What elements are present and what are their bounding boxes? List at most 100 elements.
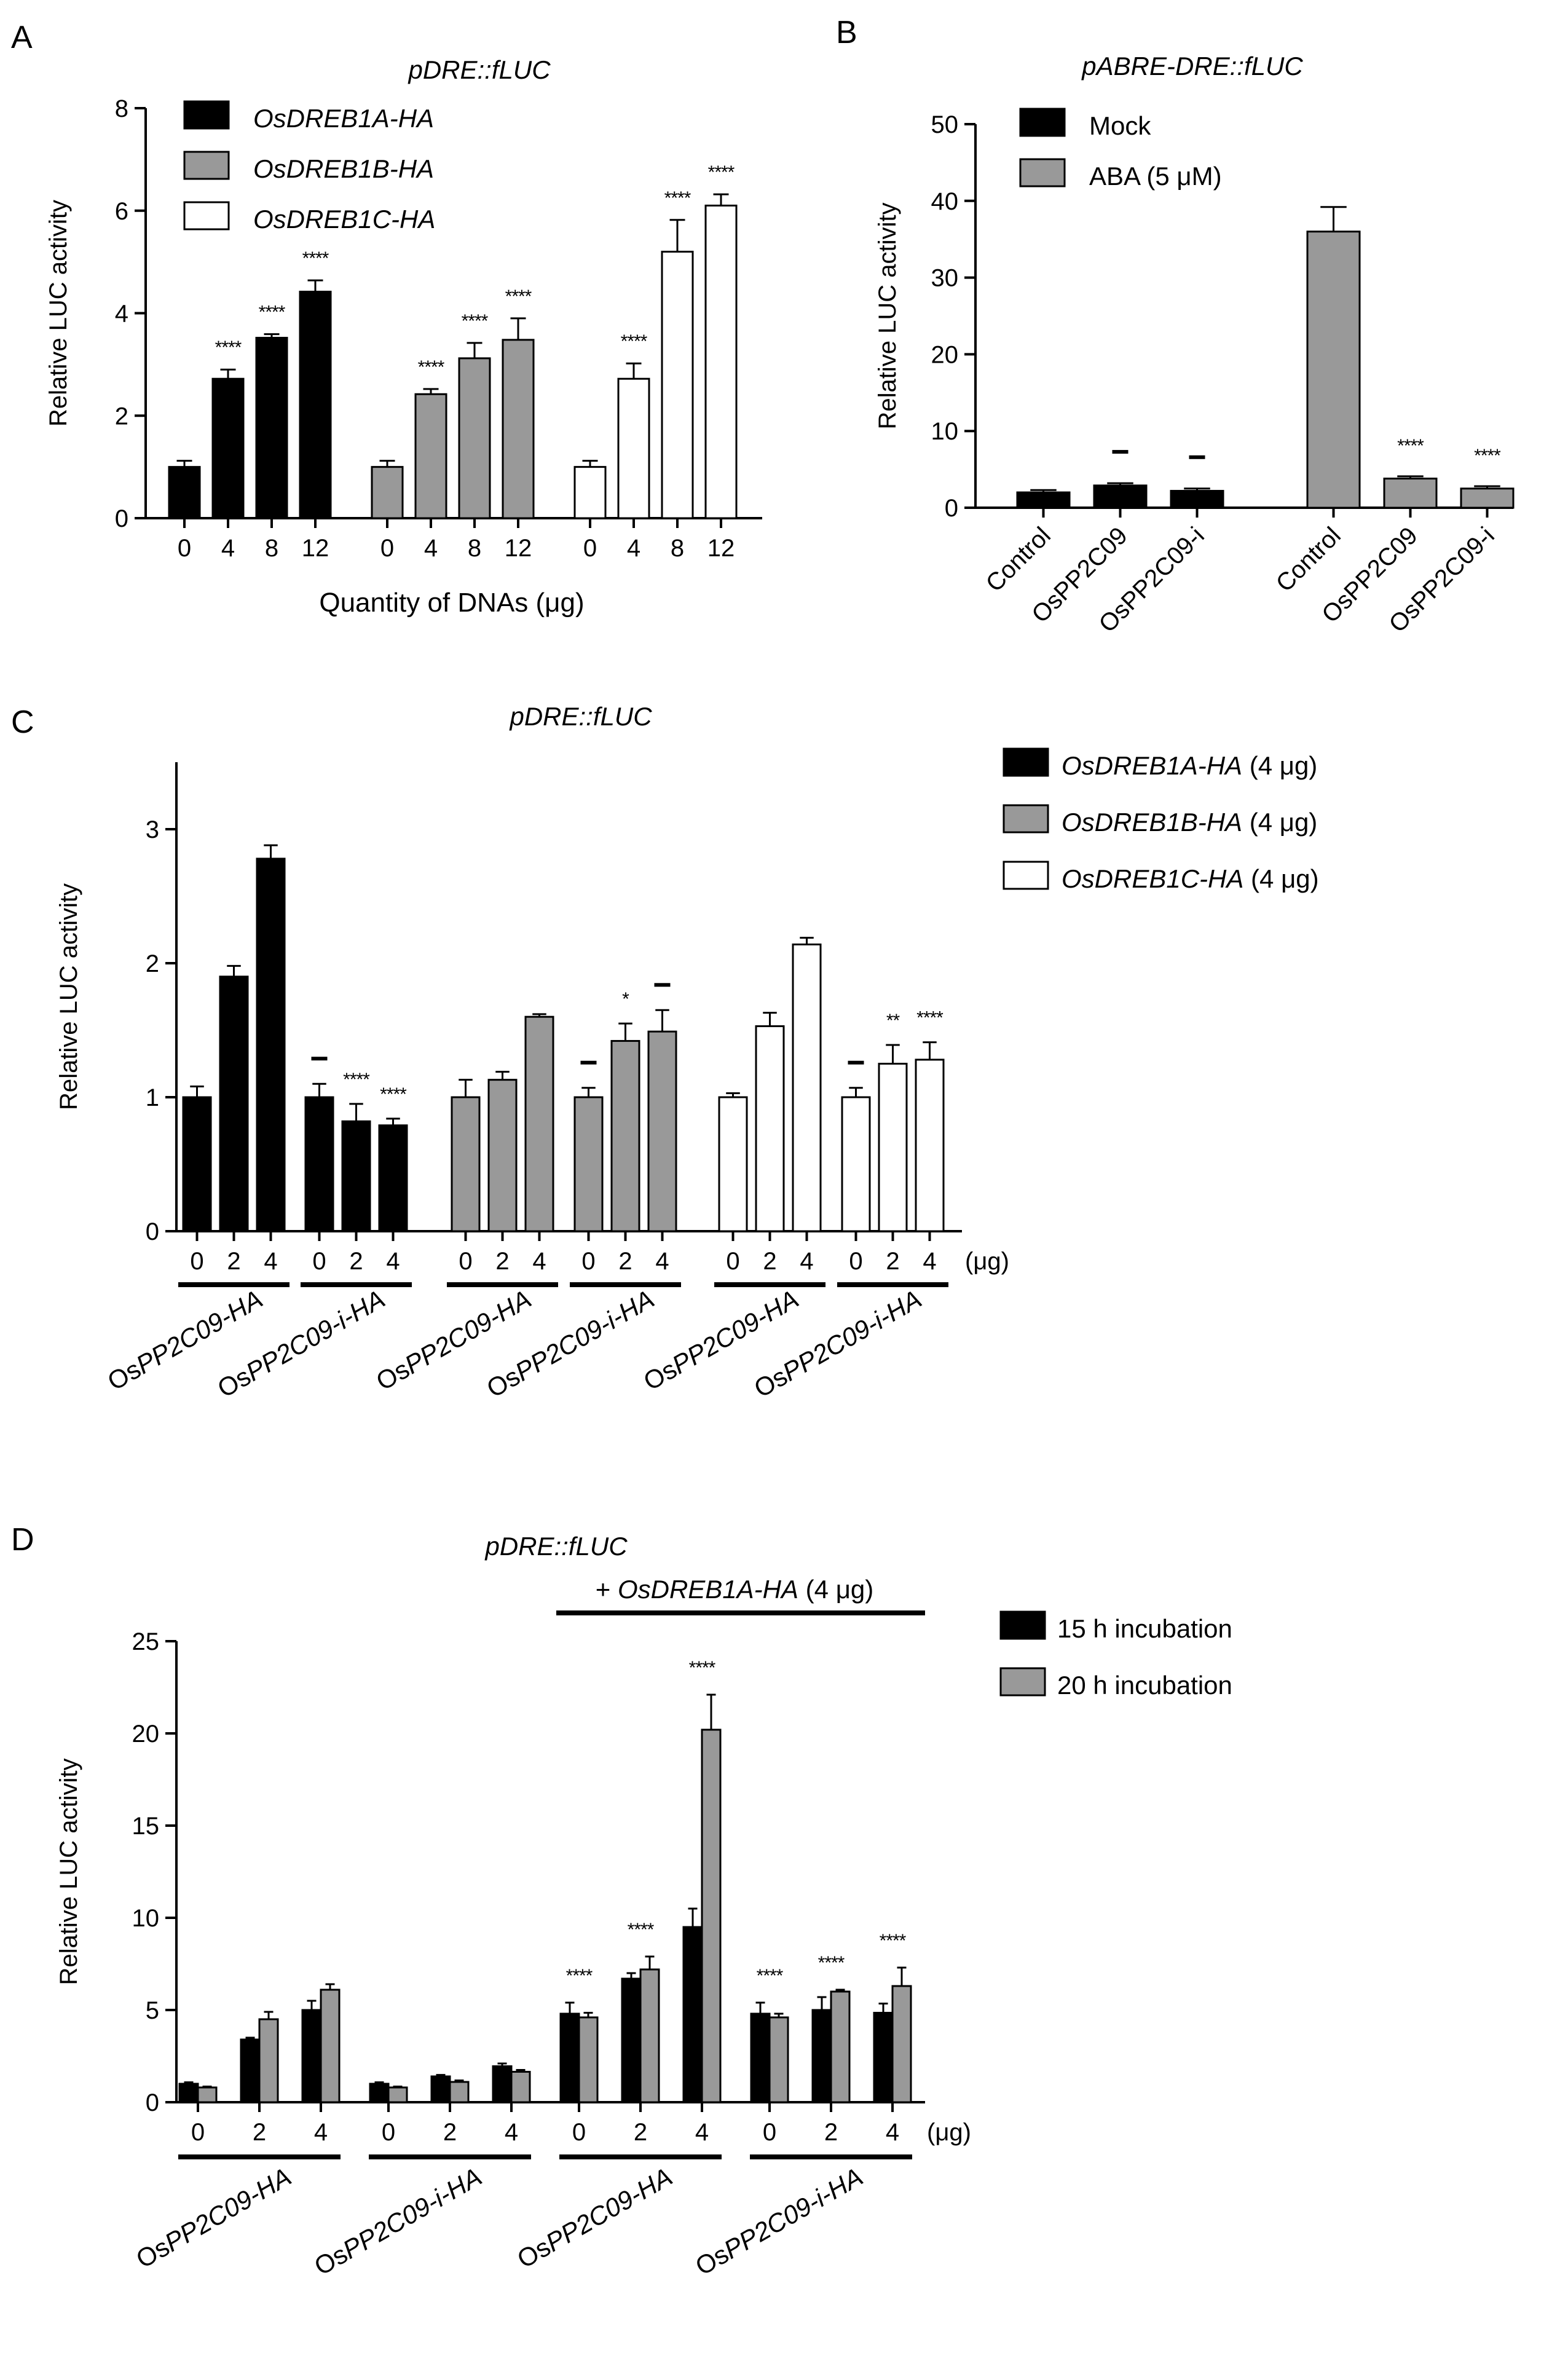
chart-b-legend-label: Mock: [1089, 111, 1151, 140]
chart-c-bar: [841, 1096, 871, 1232]
chart-d-sig: ****: [818, 1953, 845, 1973]
panel-label-d: D: [11, 1522, 34, 1558]
chart-c-bar: [718, 1096, 748, 1232]
chart-b-x-tick-label: Control: [1271, 522, 1346, 597]
chart-d-y-tick-label: 15: [132, 1813, 160, 1840]
chart-c-sig-text: –: [663, 991, 664, 992]
chart-b-x-tick-label: Control: [981, 522, 1056, 597]
chart-c-x-tick-label: 2: [886, 1248, 899, 1275]
chart-c-bar: [610, 1039, 640, 1232]
chart-a-y-tick-label: 4: [115, 301, 128, 328]
chart-c-x-tick-label: 0: [190, 1248, 203, 1275]
chart-c-legend-label: OsDREB1C-HA (4 μg): [1062, 864, 1319, 893]
chart-a-x-tick-label: 8: [468, 535, 481, 562]
chart-b-bar: [1306, 231, 1361, 509]
chart-c-bar: [256, 857, 286, 1232]
chart-d-bar: [492, 2065, 513, 2103]
chart-d-sig: ****: [757, 1966, 784, 1986]
chart-d-y-tick-label: 25: [132, 1628, 160, 1655]
chart-d-bar: [701, 1728, 722, 2103]
chart-c-legend-label: OsDREB1B-HA (4 μg): [1062, 808, 1317, 837]
chart-d-bar: [369, 2083, 390, 2103]
chart-c-y-tick-label: 1: [146, 1084, 159, 1111]
chart-d-bar: [639, 1968, 660, 2103]
chart-d-sig: ****: [628, 1920, 655, 1940]
chart-a-x-axis-label: Quantity of DNAs (μg): [319, 588, 584, 618]
chart-c-sig-text: –: [320, 1065, 321, 1066]
chart-a-legend-swatch: [183, 151, 230, 180]
chart-d-x-tick-label: 2: [634, 2119, 647, 2146]
panel-label-c: C: [11, 704, 34, 740]
chart-a-x-tick-label: 8: [265, 535, 278, 562]
chart-a-bar: [661, 250, 694, 519]
chart-c-legend-swatch: [1003, 861, 1049, 890]
chart-c-bar: [524, 1015, 554, 1232]
chart-a-bar: [255, 337, 288, 519]
chart-b-sig-dash: [1112, 450, 1129, 454]
chart-c-legend-swatch: [1003, 747, 1049, 777]
chart-d-sig: ****: [880, 1931, 907, 1951]
chart-c-bar: [378, 1124, 408, 1232]
chart-c-unit-label: (μg): [965, 1248, 1009, 1275]
chart-b-legend-label: ABA (5 μM): [1089, 162, 1222, 191]
chart-c-sig-dash: [580, 1060, 597, 1065]
chart-d-bar: [873, 2012, 894, 2103]
chart-a-sig: ****: [259, 302, 286, 323]
chart-b-sig-text: –: [1121, 458, 1122, 459]
chart-a-sig: ****: [462, 311, 489, 331]
chart-b-y-tick-label: 40: [931, 188, 959, 215]
chart-c-bar: [451, 1096, 481, 1232]
chart-b-bar: [1093, 484, 1148, 509]
chart-c-x-tick-label: 4: [532, 1248, 546, 1275]
chart-d-bar: [578, 2016, 599, 2103]
chart-d-bar: [258, 2018, 279, 2103]
chart-c-x-tick-label: 0: [849, 1248, 862, 1275]
chart-c-sig: ****: [916, 1008, 944, 1028]
chart-a-bar: [414, 393, 447, 519]
chart-d-bar: [197, 2086, 218, 2103]
chart-c-legend-label: OsDREB1A-HA (4 μg): [1062, 751, 1317, 780]
chart-b-sig-dash: [1189, 455, 1205, 459]
chart-c-x-tick-label: 2: [349, 1248, 363, 1275]
chart-c-sig: ****: [343, 1070, 370, 1090]
chart-a-x-tick-label: 4: [424, 535, 438, 562]
chart-c-bar: [792, 943, 822, 1232]
chart-d-legend-label: 15 h incubation: [1057, 1614, 1232, 1643]
chart-c-sig: *: [622, 989, 629, 1009]
chart-a-sig: ****: [505, 286, 532, 307]
chart-d-x-tick-label: 2: [824, 2119, 838, 2146]
chart-a-x-tick-label: 12: [302, 535, 329, 562]
chart-b-bar: [1170, 490, 1224, 509]
panel-label-b: B: [836, 15, 857, 50]
chart-c-sig: ****: [380, 1084, 407, 1105]
chart-c-x-tick-label: 4: [264, 1248, 277, 1275]
chart-c-x-tick-label: 2: [618, 1248, 632, 1275]
chart-b-legend-swatch: [1019, 108, 1066, 137]
chart-d-bar: [301, 2009, 322, 2103]
chart-a-x-tick-label: 4: [627, 535, 640, 562]
chart-c-title: pDRE::fLUC: [508, 702, 652, 731]
chart-b-sig: ****: [1474, 446, 1501, 466]
chart-d-y-tick-label: 5: [146, 1997, 159, 2024]
chart-c-bar: [878, 1063, 908, 1232]
chart-a-x-tick-label: 8: [671, 535, 684, 562]
chart-a-bar: [573, 466, 607, 519]
chart-c-sig-dash: [654, 983, 671, 987]
chart-d-bar: [430, 2075, 451, 2103]
chart-a-y-tick-label: 2: [115, 403, 128, 430]
chart-c-sig-text: –: [856, 1069, 857, 1070]
chart-d-x-tick-label: 2: [253, 2119, 266, 2146]
chart-c-x-tick-label: 0: [312, 1248, 326, 1275]
chart-a-bar: [168, 466, 201, 519]
chart-a-title: pDRE::fLUC: [407, 55, 551, 84]
chart-d-bar: [768, 2016, 789, 2103]
chart-d-bar: [830, 1990, 851, 2103]
chart-c-bar: [755, 1025, 785, 1232]
chart-d-bar: [387, 2086, 408, 2103]
chart-c-sig: **: [886, 1011, 900, 1031]
chart-a-sig: ****: [621, 331, 648, 352]
